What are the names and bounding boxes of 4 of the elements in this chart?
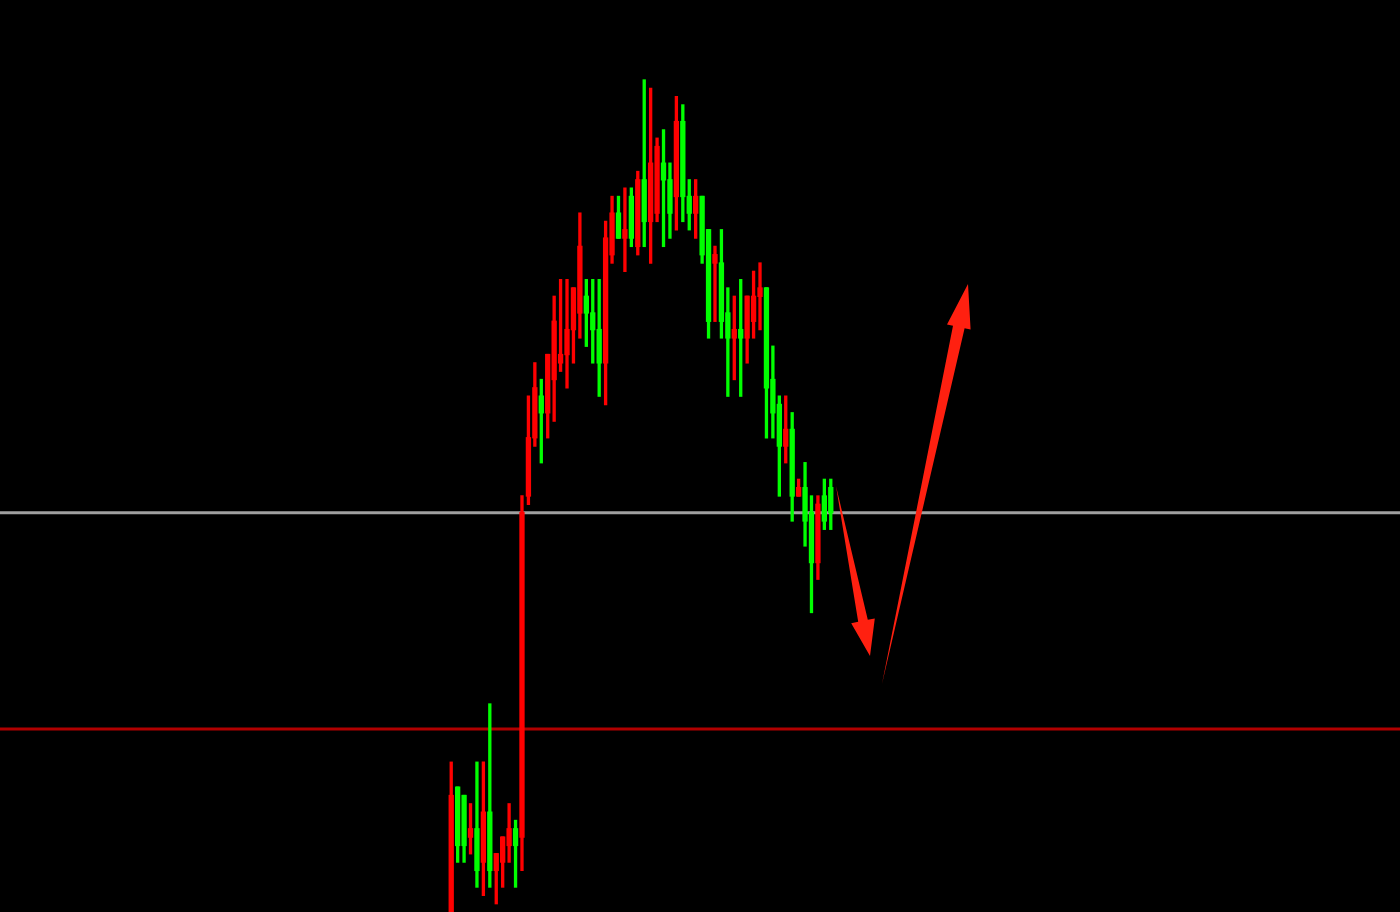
candlestick [757,262,763,331]
candlestick [564,279,570,389]
candlestick [622,187,628,273]
candlestick [712,245,718,322]
